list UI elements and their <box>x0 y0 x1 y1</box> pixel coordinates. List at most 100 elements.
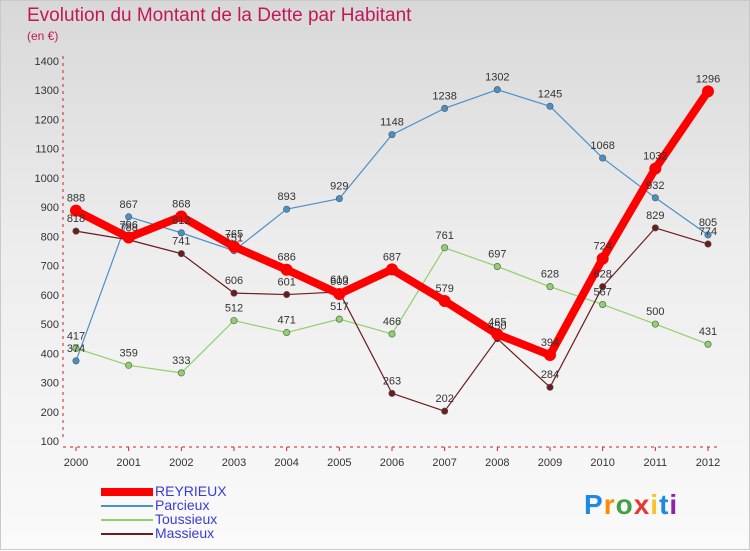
y-tick-label: 500 <box>41 319 59 331</box>
x-tick-label: 2012 <box>696 457 720 469</box>
y-tick-label: 700 <box>41 261 59 273</box>
data-point-reyrieux <box>122 231 135 244</box>
data-point-parcieux <box>72 357 80 365</box>
data-label: 512 <box>225 303 243 315</box>
data-point-reyrieux <box>438 294 451 307</box>
legend-swatch <box>101 505 153 507</box>
legend-label: Parcieux <box>155 497 210 513</box>
data-point-toussieux <box>177 369 185 377</box>
data-point-reyrieux <box>280 263 293 276</box>
data-point-reyrieux <box>649 162 662 175</box>
data-label: 431 <box>699 326 717 338</box>
data-point-massieux <box>388 389 396 397</box>
data-label: 751 <box>225 233 243 245</box>
y-tick-label: 300 <box>41 378 59 390</box>
data-label: 697 <box>488 248 506 260</box>
y-tick-label: 1100 <box>35 144 59 156</box>
legend-swatch <box>101 533 153 535</box>
x-tick-label: 2004 <box>274 457 298 469</box>
x-tick-label: 2009 <box>538 457 562 469</box>
data-label: 628 <box>593 269 611 281</box>
data-point-massieux <box>72 227 80 235</box>
x-tick-label: 2011 <box>644 457 668 469</box>
data-point-reyrieux <box>228 240 240 253</box>
logo-letter: r <box>603 489 616 520</box>
data-label: 1068 <box>590 140 614 152</box>
data-point-toussieux <box>546 283 554 291</box>
data-point-toussieux <box>72 344 80 352</box>
data-point-parcieux <box>335 195 343 203</box>
chart-subtitle: (en €) <box>27 29 59 43</box>
logo-letter: i <box>650 489 660 520</box>
data-point-toussieux <box>704 340 712 348</box>
y-tick-label: 1400 <box>35 56 59 68</box>
data-label: 868 <box>172 199 190 211</box>
data-label: 686 <box>277 252 295 264</box>
x-tick-label: 2006 <box>380 457 404 469</box>
data-point-parcieux <box>177 229 185 237</box>
data-label: 867 <box>119 199 137 211</box>
legend-label: Toussieux <box>155 511 218 527</box>
data-point-parcieux <box>704 231 712 239</box>
data-label: 724 <box>593 241 611 253</box>
data-label: 1302 <box>485 72 509 84</box>
data-label: 567 <box>593 286 611 298</box>
data-point-parcieux <box>388 131 396 139</box>
data-label: 465 <box>488 316 506 328</box>
legend-swatch <box>101 519 153 521</box>
data-point-reyrieux <box>386 263 398 276</box>
data-label: 687 <box>383 251 401 263</box>
data-point-toussieux <box>441 244 449 252</box>
data-label: 1148 <box>380 117 404 129</box>
data-label: 628 <box>541 269 559 281</box>
data-point-reyrieux <box>491 328 504 341</box>
data-label: 263 <box>383 375 401 387</box>
data-label: 579 <box>435 283 453 295</box>
data-label: 374 <box>67 343 85 355</box>
data-label: 1245 <box>538 88 562 100</box>
x-tick-label: 2010 <box>590 457 614 469</box>
data-point-parcieux <box>599 154 607 162</box>
proxiti-logo: Proxiti <box>584 489 678 521</box>
data-label: 333 <box>172 355 190 367</box>
data-label: 517 <box>330 301 348 313</box>
x-tick-label: 2000 <box>64 457 88 469</box>
data-label: 450 <box>488 321 506 333</box>
data-point-toussieux <box>493 262 501 270</box>
data-point-reyrieux <box>596 252 609 265</box>
data-point-toussieux <box>651 320 659 328</box>
data-point-massieux <box>651 224 659 232</box>
legend-label: REYRIEUX <box>155 483 227 499</box>
data-point-massieux <box>599 283 607 291</box>
chart-title: Evolution du Montant de la Dette par Hab… <box>27 5 412 26</box>
data-label: 500 <box>646 306 664 318</box>
data-point-toussieux <box>599 300 607 308</box>
logo-letter: x <box>633 489 651 520</box>
x-tick-label: 2002 <box>169 457 193 469</box>
data-point-massieux <box>177 250 185 258</box>
data-point-toussieux <box>388 330 396 338</box>
data-label: 929 <box>330 181 348 193</box>
legend-swatch <box>101 488 153 496</box>
data-label: 818 <box>67 213 85 225</box>
y-tick-label: 900 <box>41 202 59 214</box>
y-tick-label: 100 <box>41 436 59 448</box>
x-tick-label: 2008 <box>485 457 509 469</box>
data-point-massieux <box>441 407 449 415</box>
data-point-reyrieux <box>70 204 82 217</box>
data-point-massieux <box>283 291 291 299</box>
data-label: 932 <box>646 180 664 192</box>
data-label: 417 <box>67 330 85 342</box>
data-point-parcieux <box>651 194 659 202</box>
data-label: 603 <box>330 276 348 288</box>
data-point-toussieux <box>335 315 343 323</box>
data-point-toussieux <box>283 329 291 337</box>
data-point-reyrieux <box>544 349 556 362</box>
data-point-reyrieux <box>333 287 346 300</box>
data-label: 466 <box>383 316 401 328</box>
data-label: 774 <box>699 226 717 238</box>
data-label: 761 <box>435 230 453 242</box>
y-tick-label: 1300 <box>35 85 59 97</box>
x-tick-label: 2001 <box>116 457 140 469</box>
